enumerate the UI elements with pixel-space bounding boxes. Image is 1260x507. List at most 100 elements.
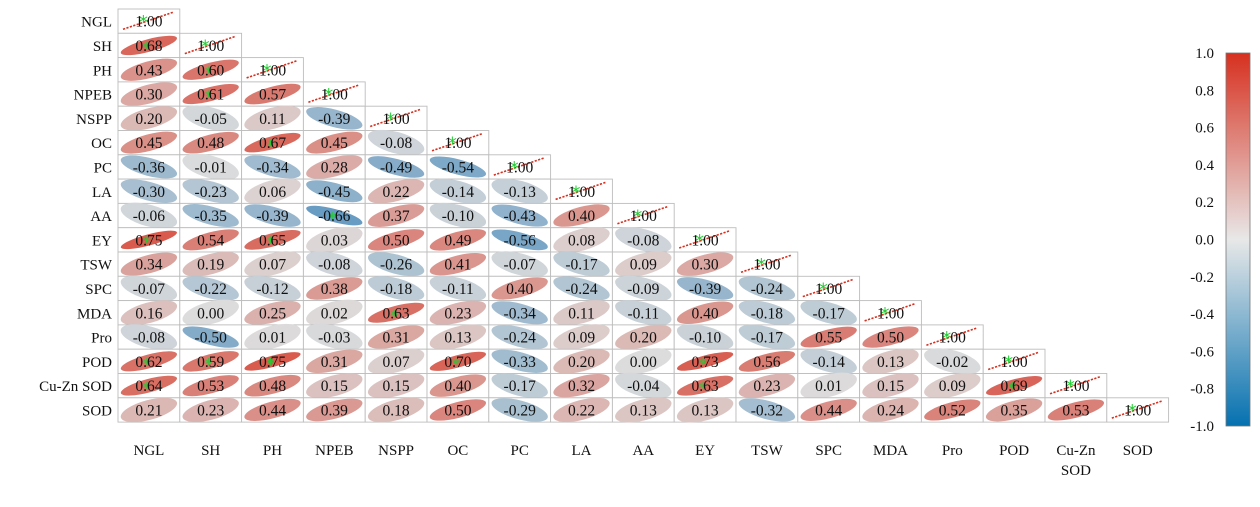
cell-PH-SH: *0.60 [179, 57, 243, 83]
colorbar-tick-label: 0.6 [1195, 121, 1214, 137]
correlation-ellipse [1047, 399, 1105, 421]
cell-PC-NSPP: -0.49 [364, 154, 428, 180]
correlation-ellipse [182, 153, 239, 181]
column-label-line: Cu-Zn [1056, 443, 1096, 459]
column-label-text: POD [999, 443, 1029, 459]
correlation-ellipse [738, 324, 796, 350]
significance-star: * [143, 233, 151, 252]
column-label-SPC: SPC [815, 443, 842, 459]
cell-MDA-SPC: -0.17 [797, 300, 861, 326]
correlation-ellipse [244, 229, 301, 250]
cell-SOD-OC: 0.50 [426, 397, 490, 423]
cell-value: 0.44 [815, 402, 842, 419]
cell-value: 0.40 [568, 208, 595, 225]
column-label-SOD: SOD [1123, 443, 1153, 459]
colorbar-tick-label: 1.0 [1195, 46, 1214, 62]
correlation-ellipse [491, 325, 548, 350]
correlation-ellipse [924, 348, 981, 375]
diagonal-line [678, 229, 731, 249]
cell-Cu-Zn SOD-Pro: 0.09 [920, 372, 984, 399]
significance-star: * [452, 354, 460, 373]
cell-Cu-Zn SOD-OC: 0.40 [426, 373, 490, 399]
cell-TSW-EY: 0.30 [673, 251, 737, 277]
cell-EY-PH: *0.65 [241, 227, 304, 253]
cell-value: 0.13 [877, 354, 904, 371]
correlation-ellipse [738, 350, 796, 372]
cell-Pro-PH: 0.01 [241, 323, 304, 351]
significance-star: * [881, 304, 890, 325]
cell-POD-EY: *0.73 [673, 348, 737, 374]
cell-EY-SH: 0.54 [179, 227, 243, 253]
cell-value: 0.53 [197, 378, 224, 395]
cell-value: -0.14 [813, 354, 846, 371]
correlation-ellipse [120, 106, 178, 131]
correlation-ellipse [367, 373, 425, 399]
cell-value: 0.50 [383, 232, 410, 249]
correlation-ellipse [800, 398, 857, 421]
cell-TSW-TSW: *1.00 [735, 251, 799, 277]
correlation-ellipse [615, 372, 672, 399]
correlation-ellipse [306, 205, 363, 226]
correlation-ellipse [800, 300, 857, 326]
cell-value: 1.00 [383, 111, 410, 128]
cell-value: 0.24 [877, 402, 904, 419]
cell-SPC-LA: -0.24 [550, 275, 613, 302]
correlation-ellipse [553, 300, 610, 326]
significance-star: * [448, 134, 457, 155]
correlation-ellipse [182, 105, 239, 132]
cell-AA-NGL: -0.06 [117, 202, 181, 229]
cell-PH-NGL: 0.43 [117, 57, 181, 83]
cell-SOD-NPEB: 0.39 [302, 397, 366, 423]
correlation-ellipse [306, 155, 363, 179]
cell-value: 0.02 [321, 305, 348, 322]
row-label-PC: PC [94, 160, 112, 176]
diagonal-line [369, 108, 422, 128]
diagonal-line [493, 157, 545, 176]
cell-value: -0.08 [627, 232, 660, 249]
correlation-ellipse [120, 35, 178, 56]
row-label-SH: SH [93, 39, 112, 55]
correlation-ellipse [244, 352, 301, 371]
correlation-ellipse [367, 397, 425, 423]
cell-AA-PH: -0.39 [241, 202, 304, 229]
correlation-ellipse [306, 107, 363, 130]
cell-value: 0.75 [135, 232, 162, 249]
correlation-ellipse [306, 180, 363, 203]
cell-value: 0.21 [135, 402, 162, 419]
cell-value: 0.00 [630, 354, 657, 371]
cell-value: 0.50 [444, 402, 471, 419]
correlation-ellipse [429, 156, 487, 178]
correlation-ellipse [615, 251, 672, 277]
correlation-ellipse [800, 326, 857, 348]
column-label-text: AA [632, 443, 654, 459]
cell-value: 0.56 [753, 354, 780, 371]
cell-value: -0.23 [195, 184, 228, 201]
column-label-Pro: Pro [942, 443, 963, 459]
cell-SH-NGL: *0.68 [117, 32, 181, 59]
correlation-ellipse [615, 397, 672, 423]
significance-star: * [267, 136, 275, 155]
cell-value: 0.37 [383, 208, 410, 225]
cell-value: 0.09 [939, 378, 966, 395]
correlation-ellipse [491, 204, 548, 227]
cell-value: 0.40 [444, 378, 471, 395]
significance-star: * [510, 158, 519, 179]
correlation-ellipse [367, 129, 425, 156]
cell-value: 0.18 [383, 402, 410, 419]
diagonal-line [802, 278, 854, 298]
correlation-ellipse [367, 204, 425, 227]
cell-SH-SH: *1.00 [179, 32, 243, 59]
cell-value: 0.45 [135, 135, 162, 152]
column-label-PH: PH [263, 443, 282, 459]
cell-POD-OC: *0.70 [426, 348, 490, 374]
column-label-text: NPEB [315, 443, 353, 459]
colorbar-tick-label: -0.8 [1190, 382, 1214, 398]
cell-value: 0.43 [135, 62, 162, 79]
cell-SOD-Cu-Zn SOD: 0.53 [1044, 397, 1108, 423]
correlation-ellipse [862, 397, 919, 422]
significance-star: * [263, 61, 272, 82]
cell-AA-SH: -0.35 [179, 202, 243, 229]
cell-value: 1.00 [753, 257, 780, 274]
correlation-ellipse [367, 229, 425, 251]
cell-Pro-Pro: *1.00 [920, 324, 984, 350]
